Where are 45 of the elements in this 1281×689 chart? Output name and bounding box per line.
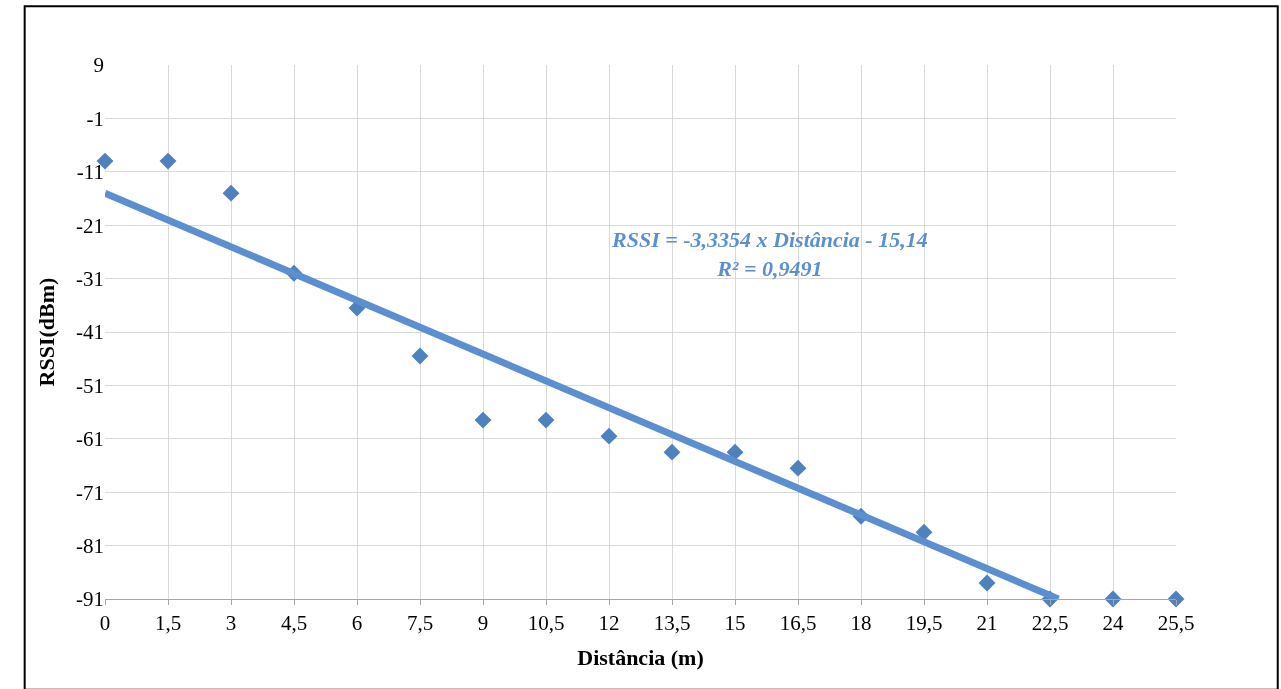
x-tick-label: 16,5 — [779, 611, 817, 636]
y-tick-label: -81 — [76, 533, 104, 558]
x-tick-label: 22,5 — [1031, 611, 1069, 636]
annotation: RSSI = -3,3354 x Distância - 15,14 — [611, 227, 928, 252]
x-tick-label: 3 — [225, 611, 237, 636]
y-tick-label: -31 — [76, 266, 104, 291]
point — [726, 443, 744, 461]
x-tick-label: 7,5 — [406, 611, 434, 636]
point — [411, 347, 429, 365]
y-tick-label: -1 — [86, 106, 104, 131]
point — [978, 574, 996, 592]
x-tick-label: 24 — [1102, 611, 1124, 636]
point — [537, 411, 555, 429]
y-tick-label: -11 — [76, 160, 104, 185]
y-tick-label: -41 — [76, 320, 104, 345]
x-tick-label: 19,5 — [905, 611, 943, 636]
y-tick-label: -21 — [76, 213, 104, 238]
annotation: R² = 0,9491 — [716, 255, 823, 281]
y-axis-title: RSSI(dBm) — [33, 277, 59, 387]
x-tick-label: 12 — [598, 611, 620, 636]
point — [663, 443, 681, 461]
y-tick-label: 9 — [93, 53, 104, 78]
point — [789, 459, 807, 477]
x-tick-label: 21 — [976, 611, 998, 636]
x-tick-label: 0 — [99, 611, 111, 636]
y-tick-label: -51 — [76, 373, 104, 398]
x-tick-label: 10,5 — [527, 611, 565, 636]
point — [915, 523, 933, 541]
y-tick-label: -71 — [76, 480, 104, 505]
x-tick-label: 18 — [850, 611, 872, 636]
x-tick-label: 4,5 — [280, 611, 308, 636]
y-tick-label: -61 — [76, 427, 104, 452]
x-axis-title: Distância (m) — [577, 645, 704, 671]
point — [474, 411, 492, 429]
x-tick-label: 6 — [351, 611, 363, 636]
x-tick-label: 15 — [724, 611, 746, 636]
point — [159, 152, 177, 170]
x-tick-label: 13,5 — [653, 611, 691, 636]
point — [222, 184, 240, 202]
x-tick-label: 25,5 — [1157, 611, 1195, 636]
x-tick-label: 9 — [477, 611, 489, 636]
point — [1167, 590, 1185, 608]
y-tick-label: -91 — [76, 587, 104, 612]
x-tick-label: 1,5 — [154, 611, 182, 636]
point — [600, 427, 618, 445]
